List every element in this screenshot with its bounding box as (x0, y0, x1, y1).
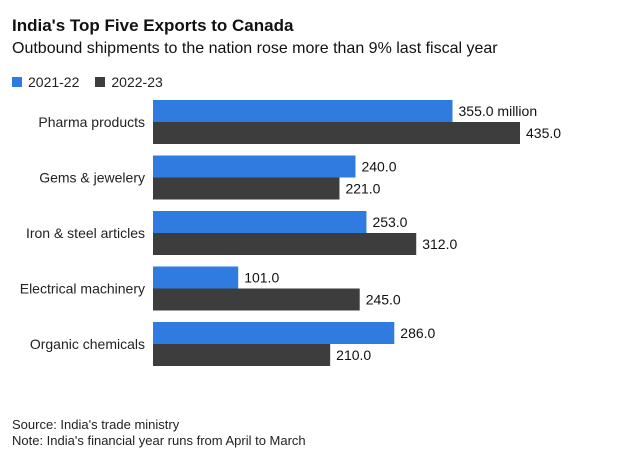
category-label-pharma-products: Pharma products (38, 114, 145, 130)
legend-label-2021-22: 2021-22 (28, 74, 80, 90)
data-label-electrical-machinery-2021-22: 101.0 (244, 270, 279, 286)
data-label-gems-jewelery-2021-22: 240.0 (361, 159, 396, 175)
bar-gems-jewelery-2021-22 (153, 155, 356, 178)
data-label-organic-chemicals-2021-22: 286.0 (400, 325, 435, 341)
data-label-iron-steel-articles-2022-23: 312.0 (422, 236, 457, 252)
category-label-iron-steel-articles: Iron & steel articles (26, 225, 145, 241)
source-note: Source: India's trade ministry (12, 417, 180, 432)
data-label-gems-jewelery-2022-23: 221.0 (345, 181, 380, 197)
bar-electrical-machinery-2022-23 (153, 288, 360, 311)
chart-title: India's Top Five Exports to Canada (12, 16, 294, 35)
legend: 2021-22 2022-23 (12, 74, 179, 90)
legend-label-2022-23: 2022-23 (111, 74, 163, 90)
data-label-iron-steel-articles-2021-22: 253.0 (372, 214, 407, 230)
data-label-pharma-products-2021-22: 355.0 million (459, 103, 538, 119)
bar-gems-jewelery-2022-23 (153, 177, 340, 200)
category-label-gems-jewelery: Gems & jewelery (39, 170, 145, 186)
category-label-organic-chemicals: Organic chemicals (30, 336, 145, 352)
data-label-electrical-machinery-2022-23: 245.0 (366, 292, 401, 308)
data-label-organic-chemicals-2022-23: 210.0 (336, 347, 371, 363)
category-label-electrical-machinery: Electrical machinery (20, 281, 145, 297)
legend-item-2021-22: 2021-22 (12, 74, 79, 90)
bar-chart: Pharma products 355.0 million 435.0 Gems & … (20, 100, 561, 366)
legend-swatch-2022-23 (95, 77, 106, 87)
legend-swatch-2021-22 (12, 77, 22, 87)
legend-item-2022-23: 2022-23 (95, 74, 163, 90)
bar-pharma-products-2022-23 (153, 122, 520, 144)
fiscal-year-note: Note: India's financial year runs from A… (12, 433, 306, 448)
data-label-pharma-products-2022-23: 435.0 (526, 125, 561, 141)
footer: Source: India's trade ministry Note: Ind… (12, 417, 306, 449)
bar-pharma-products-2021-22 (153, 100, 453, 122)
bar-iron-steel-articles-2022-23 (153, 233, 417, 255)
chart-subtitle: Outbound shipments to the nation rose mo… (12, 40, 498, 57)
bar-electrical-machinery-2021-22 (153, 266, 239, 289)
bar-organic-chemicals-2021-22 (153, 322, 395, 344)
bar-iron-steel-articles-2021-22 (153, 211, 367, 233)
bar-organic-chemicals-2022-23 (153, 344, 331, 366)
